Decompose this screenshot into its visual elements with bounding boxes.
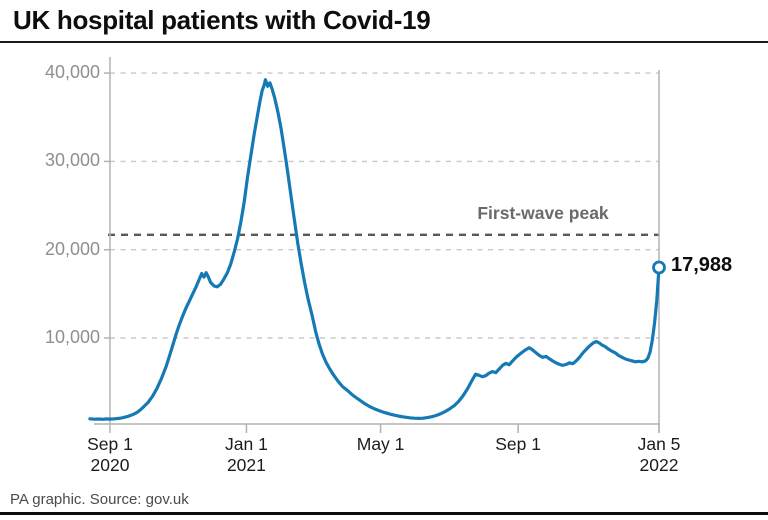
x-tick-year: 2021 xyxy=(226,455,266,475)
first-wave-peak-annotation: First-wave peak xyxy=(477,203,609,223)
x-axis-tick-label: Sep 1 2020 xyxy=(62,434,158,476)
title-rule xyxy=(0,41,768,43)
x-axis-tick-label: Jan 1 2021 xyxy=(198,434,294,476)
source-credit: PA graphic. Source: gov.uk xyxy=(10,491,189,508)
bottom-rule xyxy=(0,512,768,515)
y-axis-tick-label: 10,000 xyxy=(44,327,100,347)
page-title: UK hospital patients with Covid-19 xyxy=(13,5,431,35)
endpoint-value-label: 17,988 xyxy=(671,254,733,276)
x-tick-year: 2022 xyxy=(639,455,679,475)
x-tick-date: Sep 1 xyxy=(495,434,541,454)
x-axis-tick-label: Sep 1 xyxy=(470,434,566,455)
x-tick-date: May 1 xyxy=(356,434,405,454)
x-axis-tick-label: Jan 5 2022 xyxy=(611,434,707,476)
x-tick-date: Jan 1 xyxy=(225,434,268,454)
data-line xyxy=(88,78,661,421)
x-axis-tick-label: May 1 xyxy=(333,434,429,455)
y-axis-tick-label: 40,000 xyxy=(44,62,100,83)
x-tick-date: Jan 5 xyxy=(637,434,681,454)
y-axis-tick-label: 30,000 xyxy=(44,150,100,171)
y-axis-tick-label: 20,000 xyxy=(44,238,100,259)
x-tick-date: Sep 1 xyxy=(87,434,133,454)
x-tick-year: 2020 xyxy=(90,455,130,475)
endpoint-marker xyxy=(652,260,666,275)
